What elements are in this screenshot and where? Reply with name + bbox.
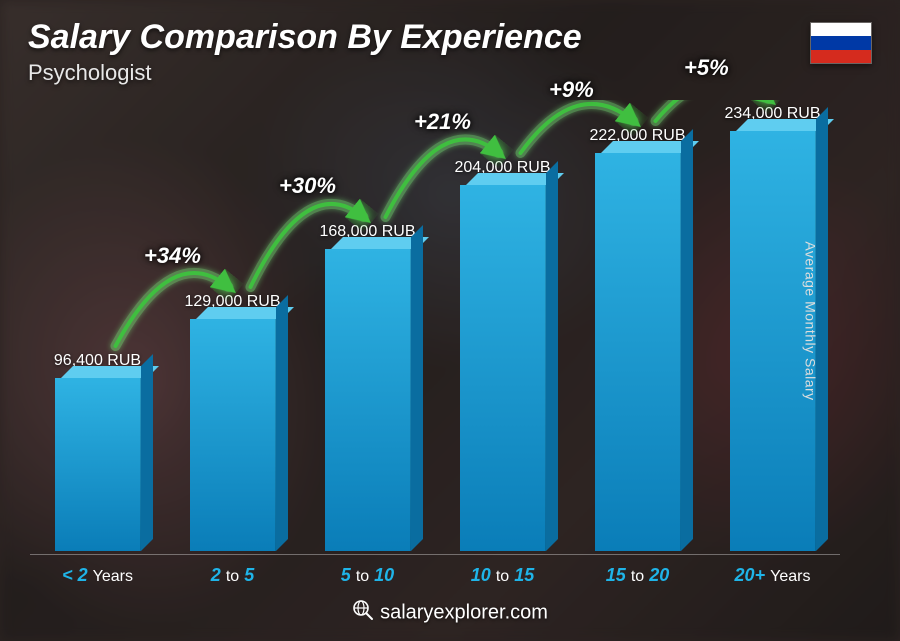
increment-pct-label: +30%: [279, 173, 336, 199]
bars-container: 96,400 RUB 129,000 RUB 168,000 RUB 204,000 …: [30, 100, 840, 551]
bar-side-face: [681, 129, 693, 551]
bar-3d: [460, 185, 546, 551]
bar-side-face: [411, 225, 423, 551]
page-subtitle: Psychologist: [28, 60, 152, 86]
footer-attribution: salaryexplorer.com: [0, 599, 900, 627]
page-title: Salary Comparison By Experience: [28, 18, 582, 57]
increment-pct-label: +5%: [684, 55, 729, 81]
x-axis-label: 5 to 10: [318, 565, 418, 586]
flag-stripe: [811, 50, 871, 63]
bar-front-face: [190, 319, 276, 551]
globe-search-icon: [352, 599, 374, 627]
increment-pct-label: +21%: [414, 109, 471, 135]
footer-text: salaryexplorer.com: [380, 601, 548, 623]
bar-group: 96,400 RUB: [48, 352, 148, 551]
bar-group: 222,000 RUB: [588, 127, 688, 551]
bar-3d: [595, 153, 681, 551]
bar-group: 204,000 RUB: [453, 159, 553, 551]
increment-pct-label: +9%: [549, 77, 594, 103]
bar-chart: 96,400 RUB 129,000 RUB 168,000 RUB 204,000 …: [30, 100, 840, 551]
bar-3d: [325, 249, 411, 551]
bar-side-face: [276, 295, 288, 551]
bar-side-face: [141, 354, 153, 551]
bar-front-face: [595, 153, 681, 551]
x-axis: < 2 Years 2 to 5 5 to 10 10 to 15 15 to 20 20…: [30, 554, 840, 586]
x-axis-label: 20+ Years: [723, 565, 823, 586]
x-axis-label: 15 to 20: [588, 565, 688, 586]
x-axis-label: 10 to 15: [453, 565, 553, 586]
y-axis-label: Average Monthly Salary: [802, 241, 818, 400]
bar-side-face: [546, 161, 558, 551]
flag-stripe: [811, 36, 871, 49]
increment-pct-label: +34%: [144, 243, 201, 269]
bar-front-face: [460, 185, 546, 551]
flag-stripe: [811, 23, 871, 36]
bar-group: 168,000 RUB: [318, 223, 418, 551]
x-axis-label: < 2 Years: [48, 565, 148, 586]
bar-3d: [55, 378, 141, 551]
bar-3d: [190, 319, 276, 551]
bar-group: 129,000 RUB: [183, 293, 283, 551]
country-flag-russia: [810, 22, 872, 64]
x-axis-label: 2 to 5: [183, 565, 283, 586]
bar-front-face: [325, 249, 411, 551]
bar-front-face: [55, 378, 141, 551]
infographic: Salary Comparison By Experience Psycholo…: [0, 0, 900, 641]
